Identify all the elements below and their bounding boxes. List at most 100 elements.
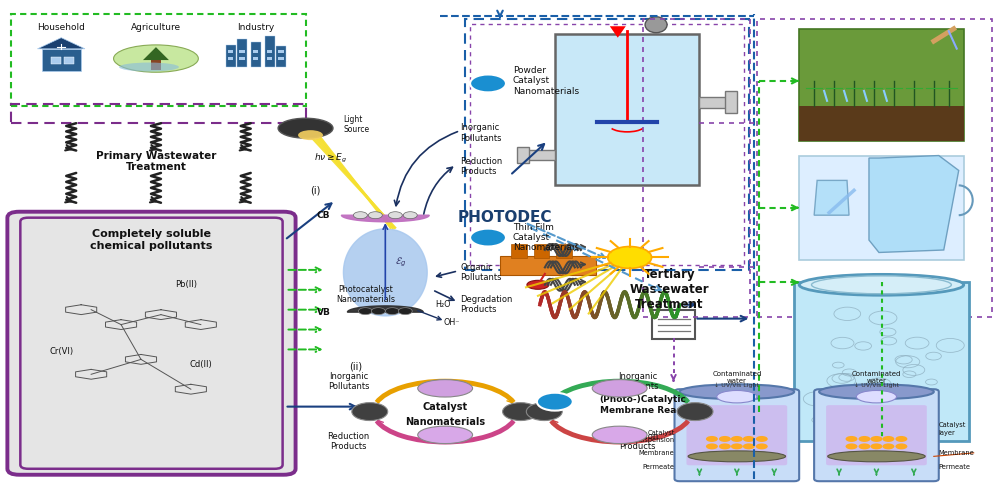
Text: Mⁿ: Mⁿ [440, 430, 450, 440]
Text: Permeate: Permeate [939, 464, 971, 470]
Circle shape [706, 444, 718, 450]
Circle shape [398, 308, 412, 314]
FancyBboxPatch shape [278, 57, 284, 60]
Text: Light
Source: Light Source [343, 114, 370, 134]
FancyBboxPatch shape [511, 244, 527, 258]
Circle shape [470, 228, 506, 246]
FancyBboxPatch shape [799, 106, 964, 140]
Polygon shape [869, 156, 959, 252]
Text: Mⁿ⁺: Mⁿ⁺ [612, 384, 627, 393]
FancyBboxPatch shape [826, 405, 927, 466]
Text: VB: VB [317, 308, 330, 316]
Circle shape [371, 308, 385, 314]
Ellipse shape [418, 426, 473, 444]
Text: Inorganic
Pollutants: Inorganic Pollutants [460, 124, 502, 143]
Text: Contaminated
water: Contaminated water [712, 372, 762, 384]
Text: $\mathcal{E}_g$: $\mathcal{E}_g$ [395, 256, 406, 269]
FancyBboxPatch shape [228, 57, 233, 60]
Circle shape [859, 444, 870, 450]
Text: Reduction
Products: Reduction Products [616, 432, 659, 451]
FancyBboxPatch shape [799, 28, 964, 140]
FancyBboxPatch shape [278, 50, 284, 53]
Circle shape [608, 246, 652, 268]
Circle shape [743, 444, 755, 450]
Text: CB: CB [317, 210, 330, 220]
Text: Household: Household [37, 22, 85, 32]
Text: Cr(VI): Cr(VI) [49, 348, 73, 356]
Ellipse shape [592, 380, 647, 397]
Text: e⁻: e⁻ [517, 409, 524, 414]
Ellipse shape [527, 280, 549, 289]
FancyBboxPatch shape [237, 39, 247, 67]
Ellipse shape [828, 451, 925, 462]
Text: $h\nu \geq E_g$: $h\nu \geq E_g$ [314, 152, 347, 164]
FancyBboxPatch shape [151, 60, 161, 70]
Ellipse shape [717, 390, 757, 403]
Circle shape [537, 392, 573, 410]
FancyBboxPatch shape [527, 150, 555, 160]
FancyBboxPatch shape [555, 34, 699, 186]
Circle shape [503, 402, 538, 420]
FancyBboxPatch shape [253, 57, 258, 60]
Text: Nanomaterials: Nanomaterials [405, 416, 485, 426]
Text: (Photo-)Catalytic
Membrane Reactor: (Photo-)Catalytic Membrane Reactor [600, 396, 696, 415]
FancyBboxPatch shape [686, 405, 787, 466]
Circle shape [882, 436, 894, 442]
Circle shape [353, 212, 367, 218]
Ellipse shape [278, 118, 333, 138]
Polygon shape [143, 47, 169, 60]
Text: Catalyst
Suspension: Catalyst Suspension [636, 430, 675, 443]
FancyBboxPatch shape [253, 50, 258, 53]
FancyBboxPatch shape [64, 57, 74, 64]
Text: H₂O: H₂O [435, 300, 451, 308]
FancyBboxPatch shape [51, 57, 61, 64]
Text: Thin Film
Catalyst
Nanomaterials: Thin Film Catalyst Nanomaterials [513, 222, 579, 252]
FancyBboxPatch shape [556, 244, 572, 258]
Ellipse shape [680, 384, 794, 399]
FancyBboxPatch shape [675, 389, 799, 481]
Circle shape [352, 402, 388, 420]
FancyBboxPatch shape [267, 57, 272, 60]
FancyBboxPatch shape [794, 282, 969, 442]
Ellipse shape [418, 380, 473, 397]
Polygon shape [814, 180, 849, 215]
Polygon shape [343, 229, 427, 316]
Text: Inorganic
Pollutants: Inorganic Pollutants [328, 372, 369, 392]
Circle shape [368, 212, 382, 218]
Text: 2: 2 [484, 232, 492, 242]
Text: Catalyst
layer: Catalyst layer [939, 422, 966, 436]
Ellipse shape [688, 451, 786, 462]
Ellipse shape [592, 426, 647, 444]
Circle shape [706, 436, 718, 442]
FancyBboxPatch shape [267, 50, 272, 53]
Text: Completely soluble
chemical pollutants: Completely soluble chemical pollutants [90, 230, 213, 251]
Text: OH⁻: OH⁻ [443, 318, 460, 326]
FancyBboxPatch shape [814, 389, 939, 481]
Circle shape [731, 436, 743, 442]
Ellipse shape [799, 274, 964, 295]
FancyBboxPatch shape [652, 310, 695, 338]
Text: Agriculture: Agriculture [131, 22, 181, 32]
Circle shape [756, 444, 768, 450]
Text: Membrane: Membrane [639, 450, 675, 456]
Circle shape [526, 402, 562, 420]
Polygon shape [347, 306, 423, 312]
Text: Reduction
Products: Reduction Products [327, 432, 370, 451]
FancyBboxPatch shape [226, 44, 236, 67]
Circle shape [895, 436, 907, 442]
FancyBboxPatch shape [699, 98, 727, 108]
Text: Degradation
Products: Degradation Products [460, 295, 512, 314]
Ellipse shape [298, 130, 323, 140]
Circle shape [470, 74, 506, 92]
Text: e⁻: e⁻ [541, 409, 548, 414]
Text: Pb(II): Pb(II) [175, 280, 197, 289]
FancyBboxPatch shape [228, 50, 233, 53]
FancyBboxPatch shape [265, 36, 275, 67]
Text: Cd(II): Cd(II) [189, 360, 212, 369]
Text: Powder
Catalyst
Nanomaterials: Powder Catalyst Nanomaterials [513, 66, 579, 96]
FancyBboxPatch shape [7, 212, 296, 474]
Text: ↓ UV/Vis Light: ↓ UV/Vis Light [714, 382, 759, 388]
Polygon shape [610, 26, 626, 38]
Text: e⁻: e⁻ [366, 409, 373, 414]
Text: PHOTODEC: PHOTODEC [458, 210, 552, 225]
